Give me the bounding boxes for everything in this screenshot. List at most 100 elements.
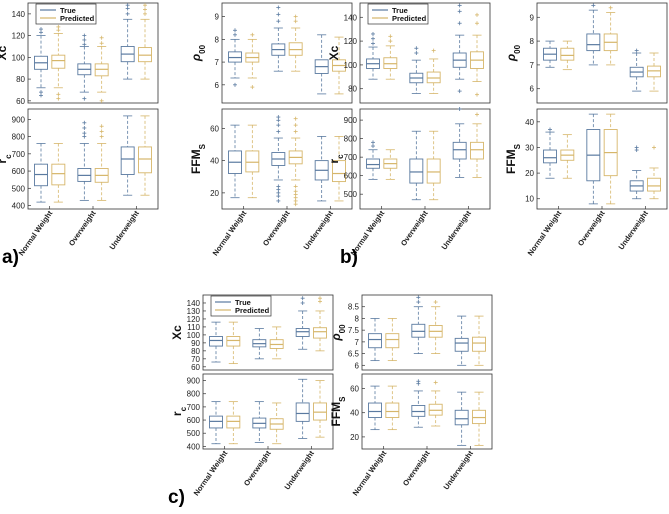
y-tick-label: 40 [525,118,534,127]
outlier-marker [388,39,393,44]
box-predicted-1 [603,5,618,66]
y-tick-label: 60 [350,385,359,394]
box-iqr [209,415,223,429]
box-predicted-2 [472,315,486,366]
outlier-marker [125,3,130,8]
box-true-0 [543,40,557,68]
outlier-marker [143,7,147,12]
box-predicted-1 [426,130,441,201]
box-predicted-2 [470,12,484,97]
legend-label-true: True [60,6,76,15]
outlier-marker [39,27,43,32]
outlier-marker [276,129,281,134]
outlier-marker [293,123,298,128]
box-predicted-0 [51,24,66,101]
box-iqr [647,177,661,192]
box-iqr [543,149,557,164]
outlier-marker [276,5,281,10]
y-axis-label: Xc [0,45,9,60]
y-tick-label: 120 [344,37,358,46]
box-iqr [385,333,400,349]
y-tick-label: 6.5 [348,350,360,359]
box-true-1 [271,5,286,72]
outlier-marker [457,9,462,14]
legend-label-true: True [235,298,251,307]
box-predicted-2 [332,136,346,202]
outlier-marker [293,129,298,134]
panel-label: c) [168,487,185,508]
box-iqr [332,160,346,183]
y-tick-label: 6 [530,85,535,94]
box-predicted-0 [383,34,398,80]
y-tick-label: 140 [344,13,358,22]
y-tick-label: 800 [344,135,358,144]
y-tick-label: 140 [12,10,26,19]
y-tick-label: 700 [344,153,358,162]
y-axis-label: ρ00 [504,44,522,62]
box-iqr [470,141,484,160]
box-iqr [472,336,486,352]
box-true-0 [209,321,223,363]
box-iqr [295,328,310,337]
axes-frame [221,2,353,104]
box-true-1 [252,401,267,443]
outlier-marker [276,123,281,128]
box-true-0 [543,127,557,179]
outlier-marker [416,379,421,384]
box-predicted-1 [269,402,284,445]
y-axis-label: rc [327,154,345,164]
box-iqr [411,405,426,417]
y-tick-label: 60 [210,124,219,133]
legend-label-true: True [392,6,408,15]
y-tick-label: 40 [210,157,219,166]
y-tick-label: 600 [12,167,26,176]
y-tick-label: 7 [530,61,535,70]
y-tick-label: 6 [215,81,220,90]
y-axis-label: ρ00 [329,324,347,342]
box-predicted-0 [226,321,241,365]
y-tick-label: 7 [355,338,360,347]
box-predicted-2 [332,36,346,95]
y-axis-label: Xc [170,325,184,340]
outlier-marker [56,96,61,101]
outlier-marker [99,134,104,139]
outlier-marker [414,46,419,51]
y-tick-label: 600 [187,416,201,425]
box-predicted-0 [245,124,260,199]
box-predicted-1 [426,48,441,94]
category-label: Underweight [617,209,651,252]
outlier-marker [652,145,656,150]
subplot-a-rc: 400 500 600 700 800 900 rc Normal Weight Overwei… [0,108,159,257]
y-tick-label: 80 [16,75,25,84]
box-true-1 [411,295,426,354]
category-label: Underweight [442,449,476,492]
category-label: Underweight [283,449,317,492]
y-tick-label: 8 [355,314,360,323]
box-predicted-1 [94,35,109,103]
outlier-marker [416,295,421,300]
outlier-marker [125,11,130,16]
outlier-marker [56,92,61,97]
box-iqr [385,402,400,418]
box-predicted-0 [560,134,575,179]
outlier-marker [233,32,237,37]
subplot-a-rho00: 6 7 8 9 ρ00 [189,2,353,104]
box-predicted-2 [647,52,661,92]
box-true-2 [120,3,135,80]
outlier-marker [99,124,104,129]
box-predicted-0 [383,149,398,180]
outlier-marker [99,35,104,40]
y-axis-label: ρ00 [189,44,207,62]
outlier-marker [433,300,438,305]
box-iqr [454,337,469,352]
outlier-marker [371,31,375,36]
box-true-2 [629,145,644,200]
y-tick-label: 400 [187,442,201,451]
box-predicted-0 [51,143,66,203]
legend-frame [35,3,97,25]
outlier-marker [388,34,393,39]
axes-frame [359,108,491,210]
y-tick-label: 600 [344,172,358,181]
